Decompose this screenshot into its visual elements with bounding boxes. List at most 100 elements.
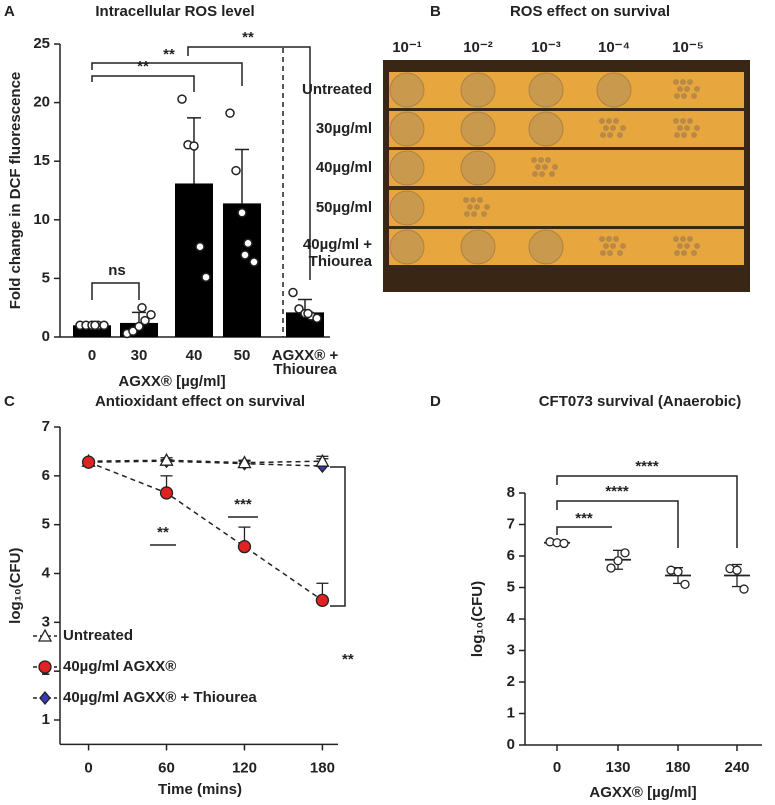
data-point [140, 315, 150, 326]
spot [389, 190, 425, 226]
x-tick-label: 30 [131, 347, 148, 364]
y-tick-label: 5 [42, 516, 50, 533]
x-axis-label: AGXX® [µg/ml] [118, 373, 225, 390]
column-label: 10⁻⁵ [672, 39, 704, 56]
colony [673, 236, 679, 242]
plate-row [389, 190, 744, 226]
colony [600, 250, 606, 256]
colony [481, 211, 487, 217]
row-label: Untreated [302, 81, 372, 98]
colony [674, 93, 680, 99]
row-label: 40µg/ml + [303, 236, 372, 253]
data-point [739, 584, 749, 594]
colony [694, 125, 700, 131]
spot [528, 111, 564, 147]
x-axis-label: AGXX® [µg/ml] [589, 784, 696, 801]
y-tick-label: 5 [42, 269, 50, 286]
column-label: 10⁻² [463, 39, 493, 56]
significance-label: **** [635, 458, 659, 475]
data-point [90, 320, 100, 331]
colony [620, 125, 626, 131]
colony [681, 132, 687, 138]
x-axis-label: Time (mins) [158, 781, 242, 798]
colony [684, 86, 690, 92]
colony [470, 197, 476, 203]
y-tick-label: 6 [507, 547, 515, 564]
y-axis-label: Fold change in DCF fluorescence [7, 72, 24, 310]
y-tick-label: 2 [507, 673, 515, 690]
data-point [240, 250, 250, 260]
x-tick-label: 0 [84, 759, 92, 776]
colony [610, 243, 616, 249]
panel-label: C [4, 393, 15, 410]
colony [677, 243, 683, 249]
colony [691, 250, 697, 256]
data-point [288, 287, 298, 298]
data-point [134, 321, 144, 332]
data-point [225, 108, 235, 118]
colony [617, 132, 623, 138]
colony [538, 157, 544, 163]
series-line [88, 460, 323, 467]
plate-row [389, 150, 744, 186]
colony [613, 118, 619, 124]
colony [606, 236, 612, 242]
y-tick-label: 1 [507, 704, 515, 721]
colony [681, 93, 687, 99]
spot [389, 150, 425, 186]
data-point [201, 272, 211, 282]
data-point [613, 556, 623, 566]
colony [549, 171, 555, 177]
data-point [159, 486, 174, 500]
colony [694, 86, 700, 92]
colony [674, 132, 680, 138]
spot [389, 111, 425, 147]
panel-title: Antioxidant effect on survival [95, 393, 305, 410]
colony [607, 250, 613, 256]
significance-label: ** [157, 524, 169, 541]
y-tick-label: 0 [507, 736, 515, 753]
column-label: 10⁻⁴ [598, 39, 630, 56]
significance-bracket [556, 526, 612, 535]
data-point [732, 565, 742, 575]
x-tick-label: 180 [310, 759, 335, 776]
y-tick-label: 15 [33, 152, 50, 169]
significance-label: ** [163, 46, 175, 63]
data-point [249, 257, 259, 267]
colony [681, 250, 687, 256]
legend-label: 40µg/ml AGXX® + Thiourea [63, 689, 257, 706]
significance-label: ** [342, 651, 354, 668]
significance-label: ** [137, 58, 149, 75]
bar [175, 183, 213, 337]
spot [596, 72, 632, 108]
spot [460, 72, 496, 108]
data-point [81, 455, 96, 469]
colony [552, 164, 558, 170]
series-line [88, 461, 323, 601]
y-tick-label: 7 [42, 418, 50, 435]
colony [471, 211, 477, 217]
x-tick-label: 40 [186, 347, 203, 364]
x-tick-label: Thiourea [273, 361, 337, 378]
spot [389, 72, 425, 108]
significance-bracket [556, 500, 679, 548]
colony [535, 164, 541, 170]
colony [542, 164, 548, 170]
y-tick-label: 7 [507, 515, 515, 532]
x-tick-label: 130 [605, 759, 630, 776]
data-point [620, 548, 630, 558]
column-label: 10⁻³ [531, 39, 561, 56]
colony [677, 125, 683, 131]
y-axis-label: log₁₀(CFU) [7, 548, 24, 624]
x-tick-label: 120 [232, 759, 257, 776]
spot [460, 229, 496, 265]
colony [617, 250, 623, 256]
colony [694, 243, 700, 249]
spot [460, 150, 496, 186]
plate-row [389, 72, 744, 108]
data-point [680, 579, 690, 589]
colony [474, 204, 480, 210]
colony [599, 236, 605, 242]
colony [531, 157, 537, 163]
